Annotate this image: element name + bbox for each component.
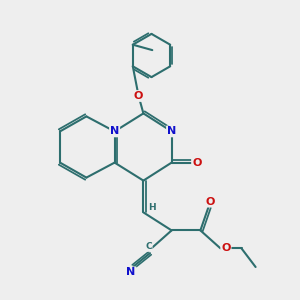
Text: O: O — [221, 243, 231, 253]
Text: N: N — [167, 126, 176, 136]
Text: O: O — [134, 91, 143, 101]
Text: O: O — [192, 158, 202, 168]
Text: O: O — [205, 196, 215, 207]
Text: H: H — [148, 202, 156, 211]
Text: N: N — [110, 126, 119, 136]
Text: N: N — [127, 267, 136, 278]
Text: C: C — [145, 242, 152, 251]
